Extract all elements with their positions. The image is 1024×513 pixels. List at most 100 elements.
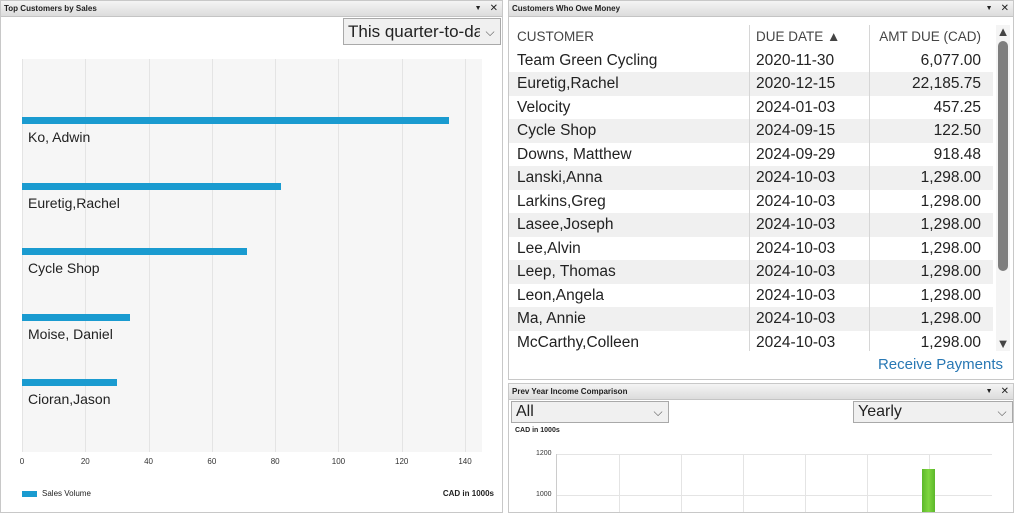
chevron-down-icon: ⌵ [992,402,1012,422]
close-icon[interactable]: ✕ [489,3,498,14]
row-due-date: 2024-10-03 [756,286,836,304]
x-tick: 20 [80,457,90,466]
period-select[interactable]: This quarter-to-date ⌵ [343,18,501,45]
y-tick: 1000 [536,491,552,498]
scroll-up-icon[interactable]: ▲ [996,24,1010,39]
table-row[interactable]: Cycle Shop 2024-09-15 122.50 [509,119,993,143]
panel-title: Top Customers by Sales [4,4,97,13]
chart-legend: Sales Volume [22,489,91,498]
sales-bar[interactable] [22,313,130,321]
panel-menu-icon[interactable]: ▼ [985,388,993,395]
row-customer: Ma, Annie [517,310,586,327]
scroll-down-icon[interactable]: ▼ [996,336,1010,351]
row-customer: Team Green Cycling [517,51,658,69]
table-row[interactable]: Team Green Cycling 2020-11-30 6,077.00 [509,49,993,73]
table-row[interactable]: McCarthy,Colleen 2024-10-03 1,298.00 [509,331,993,355]
gridline [465,59,466,452]
row-customer: McCarthy,Colleen [517,333,640,351]
panel-titlebar: Prev Year Income Comparison ▼ ✕ [509,384,1013,400]
gridline [681,454,682,512]
period-select[interactable]: Yearly ⌵ [853,401,1013,423]
table-header: CUSTOMER DUE DATE ▲ AMT DUE (CAD) [509,25,993,49]
bar-label: Moise, Daniel [28,325,113,342]
filter-select[interactable]: All ⌵ [511,401,669,423]
legend-swatch [22,490,37,497]
bar-label: Cioran,Jason [28,391,111,407]
bar-label: Ko, Adwin [28,129,91,145]
table-row[interactable]: Lanski,Anna 2024-10-03 1,298.00 [509,166,993,190]
sales-bar[interactable] [22,182,282,190]
top-customers-panel: Top Customers by Sales ▼ ✕ This quarter-… [0,0,503,513]
x-tick: 40 [144,457,154,466]
table-row[interactable]: Lasee,Joseph 2024-10-03 1,298.00 [509,213,993,237]
gridline [211,59,213,452]
row-customer: Lee,Alvin [517,239,581,257]
row-amount: 122.50 [933,122,981,139]
row-due-date: 2020-12-15 [756,75,836,92]
gridline [557,454,992,455]
table-row[interactable]: Lee,Alvin 2024-10-03 1,298.00 [509,237,993,261]
row-amount: 457.25 [933,98,981,116]
bar-chart: Ko, Adwin Euretig,Rachel Cycle Shop Moise, … [22,59,482,452]
panel-titlebar: Customers Who Owe Money ▼ ✕ [509,1,1013,17]
close-icon[interactable]: ✕ [1000,386,1009,397]
unit-label: CAD in 1000s [515,427,560,434]
scroll-thumb[interactable] [998,41,1008,271]
sales-bar[interactable] [22,248,247,255]
row-customer: Lasee,Joseph [517,216,614,233]
row-amount: 1,298.00 [920,192,981,210]
x-tick: 80 [270,457,280,466]
panel-title: Prev Year Income Comparison [512,387,628,396]
table-row[interactable]: Ma, Annie 2024-10-03 1,298.00 [509,307,993,331]
table-row[interactable]: Velocity 2024-01-03 457.25 [509,96,993,120]
panel-menu-icon[interactable]: ▼ [985,5,993,12]
row-amount: 22,185.75 [912,75,981,92]
receive-payments-link[interactable]: Receive Payments [877,356,1003,373]
chevron-down-icon: ⌵ [480,19,500,44]
row-amount: 1,298.00 [920,216,981,233]
x-tick: 140 [458,457,472,466]
row-due-date: 2024-09-29 [756,145,836,163]
x-tick: 0 [19,457,25,466]
gridline [867,454,868,512]
row-due-date: 2024-10-03 [756,333,836,351]
table-row[interactable]: Leep, Thomas 2024-10-03 1,298.00 [509,260,993,284]
row-amount: 1,298.00 [920,286,981,304]
col-amount[interactable]: AMT DUE (CAD) [879,29,981,44]
table-row[interactable]: Larkins,Greg 2024-10-03 1,298.00 [509,190,993,214]
x-tick: 120 [395,457,409,466]
gridline [22,59,23,452]
row-customer: Downs, Matthew [517,145,632,163]
col-customer[interactable]: CUSTOMER [517,29,595,44]
row-amount: 1,298.00 [920,310,981,327]
owe-table: CUSTOMER DUE DATE ▲ AMT DUE (CAD) Team G… [509,25,993,354]
row-due-date: 2024-10-03 [756,216,836,233]
customers-owe-panel: Customers Who Owe Money ▼ ✕ CUSTOMER DUE… [508,0,1014,380]
x-tick: 60 [207,457,217,466]
period-select-value: Yearly [858,403,902,420]
row-due-date: 2020-11-30 [756,51,835,69]
y-tick: 1200 [536,450,552,457]
scrollbar[interactable]: ▲ ▼ [996,25,1010,351]
sales-bar[interactable] [22,117,450,124]
gridline [275,59,277,452]
row-due-date: 2024-10-03 [756,263,836,280]
close-icon[interactable]: ✕ [1000,3,1009,14]
table-row[interactable]: Downs, Matthew 2024-09-29 918.48 [509,143,993,167]
panel-menu-icon[interactable]: ▼ [474,5,482,12]
chevron-down-icon: ⌵ [648,402,668,422]
gridline [619,454,620,512]
sales-bar[interactable] [22,379,117,386]
table-row[interactable]: Leon,Angela 2024-10-03 1,298.00 [509,284,993,308]
panel-title: Customers Who Owe Money [512,4,621,13]
row-customer: Lanski,Anna [517,169,603,186]
row-customer: Euretig,Rachel [517,75,619,92]
row-due-date: 2024-09-15 [756,122,836,139]
col-due-date[interactable]: DUE DATE ▲ [756,29,841,44]
column-divider [869,25,870,351]
row-amount: 6,077.00 [920,51,981,69]
prev-year-panel: Prev Year Income Comparison ▼ ✕ All ⌵ Ye… [508,383,1014,513]
unit-label: CAD in 1000s [442,489,494,498]
table-row[interactable]: Euretig,Rachel 2020-12-15 22,185.75 [509,72,993,96]
panel-titlebar: Top Customers by Sales ▼ ✕ [1,1,502,17]
